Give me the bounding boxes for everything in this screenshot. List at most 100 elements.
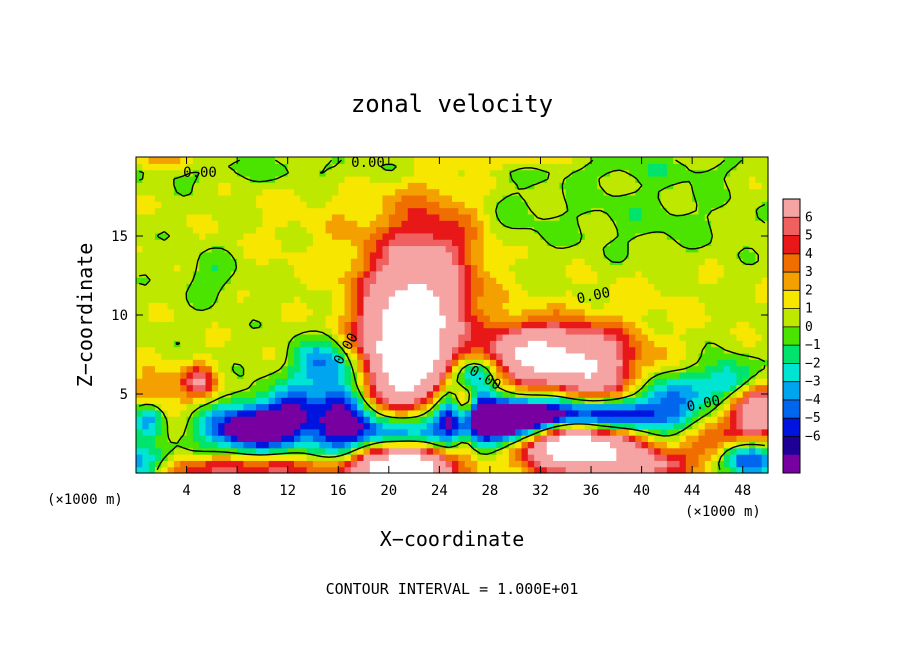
heatmap-cell xyxy=(294,447,301,455)
heatmap-cell xyxy=(363,283,371,291)
heatmap-cell xyxy=(237,371,245,379)
heatmap-cell xyxy=(565,416,573,424)
heatmap-cell xyxy=(249,371,257,379)
heatmap-cell xyxy=(502,352,510,360)
heatmap-cell xyxy=(597,409,605,417)
heatmap-cell xyxy=(167,397,175,405)
heatmap-cell xyxy=(565,409,573,417)
heatmap-cell xyxy=(268,289,276,297)
heatmap-cell xyxy=(237,232,245,240)
heatmap-cell xyxy=(458,460,466,468)
heatmap-cell xyxy=(161,251,169,259)
heatmap-cell xyxy=(711,270,719,278)
heatmap-cell xyxy=(300,447,308,455)
heatmap-cell xyxy=(199,403,207,411)
heatmap-cell xyxy=(262,258,270,266)
heatmap-cell xyxy=(161,169,169,177)
heatmap-cell xyxy=(281,378,289,386)
heatmap-cell xyxy=(180,466,188,474)
heatmap-cell xyxy=(148,397,156,405)
heatmap-cell xyxy=(584,466,592,474)
heatmap-cell xyxy=(262,289,270,297)
heatmap-cell xyxy=(673,422,681,430)
heatmap-cell xyxy=(407,194,415,202)
heatmap-cell xyxy=(591,403,598,411)
heatmap-cell xyxy=(496,441,504,449)
heatmap-cell xyxy=(167,428,175,436)
heatmap-cell xyxy=(628,308,636,316)
heatmap-cell xyxy=(192,245,200,253)
heatmap-cell xyxy=(376,352,384,360)
heatmap-cell xyxy=(597,251,605,259)
heatmap-cell xyxy=(597,213,605,221)
heatmap-cell xyxy=(489,232,497,240)
heatmap-cell xyxy=(167,296,175,303)
heatmap-cell xyxy=(161,365,169,373)
heatmap-cell xyxy=(344,182,352,190)
heatmap-cell xyxy=(338,296,346,303)
heatmap-cell xyxy=(628,327,636,335)
heatmap-cell xyxy=(565,277,573,284)
heatmap-cell xyxy=(136,340,143,348)
heatmap-cell xyxy=(420,435,428,442)
heatmap-cell xyxy=(610,352,617,360)
heatmap-cell xyxy=(306,226,314,234)
heatmap-cell xyxy=(698,270,706,278)
heatmap-cell xyxy=(477,220,485,228)
heatmap-cell xyxy=(433,201,440,209)
heatmap-cell xyxy=(344,359,352,367)
heatmap-cell xyxy=(414,397,421,405)
heatmap-cell xyxy=(275,220,282,228)
heatmap-cell xyxy=(565,201,573,209)
heatmap-cell xyxy=(319,359,327,367)
heatmap-cell xyxy=(679,384,687,392)
heatmap-cell xyxy=(325,308,333,316)
heatmap-cell xyxy=(154,460,162,468)
heatmap-cell xyxy=(268,371,276,379)
heatmap-cell xyxy=(331,194,339,202)
heatmap-cell xyxy=(647,397,655,405)
heatmap-cell xyxy=(673,352,681,360)
heatmap-cell xyxy=(161,245,169,253)
heatmap-cell xyxy=(527,371,535,379)
heatmap-cell xyxy=(755,409,763,417)
heatmap-cell xyxy=(401,251,409,259)
heatmap-cell xyxy=(698,182,706,190)
heatmap-cell xyxy=(433,251,440,259)
heatmap-cell xyxy=(654,466,662,474)
heatmap-cell xyxy=(610,302,617,310)
heatmap-cell xyxy=(205,169,213,177)
heatmap-cell xyxy=(628,251,636,259)
heatmap-cell xyxy=(256,258,263,266)
heatmap-cell xyxy=(211,315,219,322)
heatmap-cell xyxy=(211,201,219,209)
heatmap-cell xyxy=(376,163,384,171)
heatmap-cell xyxy=(401,232,409,240)
heatmap-cell xyxy=(148,409,156,417)
heatmap-cell xyxy=(698,308,706,316)
heatmap-cell xyxy=(161,315,169,322)
heatmap-cell xyxy=(622,182,630,190)
heatmap-cell xyxy=(154,384,162,392)
heatmap-cell xyxy=(698,302,706,310)
heatmap-cell xyxy=(559,232,567,240)
heatmap-cell xyxy=(414,352,421,360)
heatmap-cell xyxy=(439,422,447,430)
heatmap-cell xyxy=(262,333,270,341)
heatmap-cell xyxy=(224,454,232,461)
heatmap-cell xyxy=(458,409,466,417)
heatmap-cell xyxy=(369,390,377,398)
heatmap-cell xyxy=(616,428,624,436)
heatmap-cell xyxy=(142,264,150,272)
heatmap-cell xyxy=(205,397,213,405)
heatmap-cell xyxy=(584,441,592,449)
heatmap-cell xyxy=(584,163,592,171)
heatmap-cell xyxy=(470,213,478,221)
heatmap-cell xyxy=(723,352,731,360)
heatmap-cell xyxy=(717,169,725,177)
heatmap-cell xyxy=(578,460,586,468)
heatmap-cell xyxy=(249,333,257,341)
heatmap-cell xyxy=(382,308,390,316)
heatmap-cell xyxy=(673,169,681,177)
heatmap-cell xyxy=(527,416,535,424)
